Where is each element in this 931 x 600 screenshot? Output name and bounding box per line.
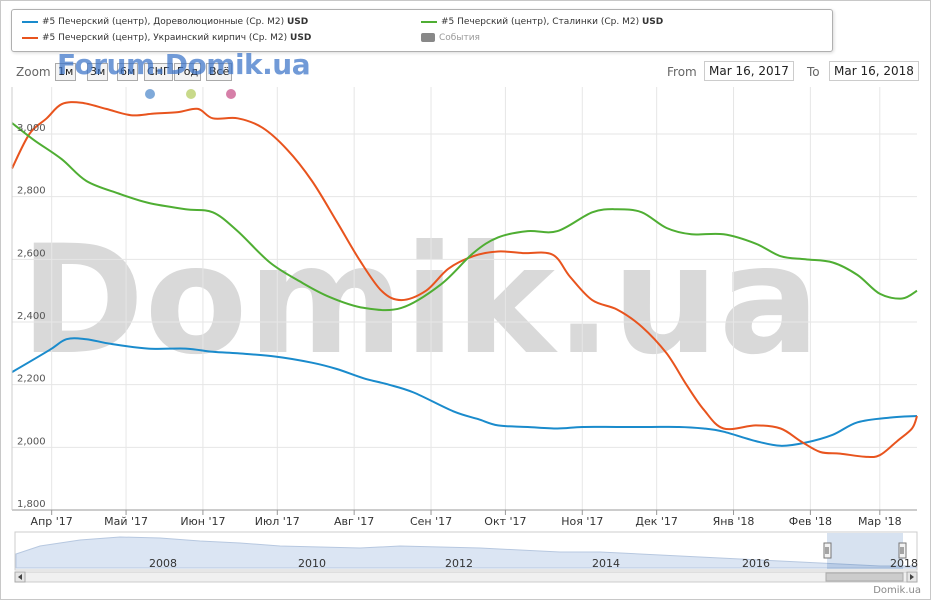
legend-currency: USD (641, 17, 664, 27)
navigator-tick-label: 2014 (592, 557, 620, 570)
x-tick-label: Июл '17 (255, 515, 300, 528)
navigator-area (15, 536, 917, 569)
axes: 3,000 2,800 2,600 2,400 2,200 2,000 1,800 Апр '… (11, 87, 917, 528)
x-tick-label: Сен '17 (410, 515, 452, 528)
legend-item-stalinki[interactable]: #5 Печерский (центр), Сталинки (Ср. М2) … (421, 17, 663, 27)
big-watermark-text: Domik.ua (20, 214, 820, 388)
event-dot (145, 89, 155, 99)
navigator-tick-label: 2016 (742, 557, 770, 570)
legend-label: #5 Печерский (центр), Сталинки (Ср. М2) (441, 17, 640, 27)
x-tick-label: Янв '18 (713, 515, 755, 528)
x-tick-label: Окт '17 (484, 515, 526, 528)
grid (12, 87, 917, 511)
zoom-6m-button[interactable]: 6м (117, 63, 139, 81)
navigator-tick-label: 2012 (445, 557, 473, 570)
events-flag-icon (421, 33, 435, 42)
legend-item-prerevolution[interactable]: #5 Печерский (центр), Дореволюционные (С… (22, 17, 308, 27)
y-tick-label: 2,200 (17, 374, 46, 385)
legend-item-ukr-brick[interactable]: #5 Печерский (центр), Украинский кирпич … (22, 33, 311, 43)
x-tick-label: Авг '17 (334, 515, 374, 528)
series-line-ukr-brick (11, 101, 918, 459)
x-tick-label: Дек '17 (635, 515, 678, 528)
y-tick-label: 1,800 (17, 499, 46, 510)
navigator-tick-label: 2010 (298, 557, 326, 570)
zoom-3m-button[interactable]: 3м (87, 63, 109, 81)
navigator-selection (827, 533, 903, 569)
navigator-tick-label: 2018 (890, 557, 918, 570)
x-tick-label: Июн '17 (180, 515, 225, 528)
y-tick-label: 2,800 (17, 186, 46, 197)
y-tick-label: 2,600 (17, 248, 46, 259)
range-from-input[interactable]: Mar 16, 2017 (704, 61, 794, 81)
event-dot (226, 89, 236, 99)
series-group (11, 101, 918, 459)
big-watermark: Domik.ua (20, 214, 820, 388)
navigator-tick-label: 2008 (149, 557, 177, 570)
forum-watermark: Forum.Domik.ua (57, 48, 311, 81)
scrollbar-track (14, 571, 918, 583)
legend-line-blue-icon (22, 20, 38, 23)
scroll-left-arrow-icon (18, 574, 22, 580)
event-dot (186, 89, 196, 99)
x-tick-label: Ноя '17 (561, 515, 603, 528)
y-tick-label: 3,000 (17, 123, 46, 134)
zoom-year-button[interactable]: Год (174, 63, 202, 81)
x-tick-label: Фев '18 (789, 515, 832, 528)
range-to-label: To (807, 65, 820, 79)
x-tick-label: Май '17 (104, 515, 148, 528)
y-tick-label: 2,000 (17, 436, 46, 447)
legend-currency: USD (286, 17, 309, 27)
zoom-label: Zoom (16, 65, 51, 79)
series-line-stalinki (11, 122, 918, 312)
zoom-1m-button[interactable]: 1м (55, 63, 77, 81)
scroll-right-arrow-icon (910, 574, 914, 580)
credit-link[interactable]: Domik.ua (873, 585, 921, 596)
legend-line-green-icon (421, 20, 437, 23)
y-tick-label: 2,400 (17, 311, 46, 322)
range-from-label: From (667, 65, 697, 79)
legend-line-orange-icon (22, 36, 38, 39)
legend-label: #5 Печерский (центр), Дореволюционные (С… (42, 17, 285, 27)
legend-currency: USD (290, 33, 312, 43)
legend-item-events[interactable]: События (421, 33, 480, 43)
legend: #5 Печерский (центр), Дореволюционные (С… (11, 9, 833, 52)
range-to-input[interactable]: Mar 16, 2018 (829, 61, 919, 81)
legend-label: События (439, 33, 480, 43)
legend-label: #5 Печерский (центр), Украинский кирпич … (42, 33, 288, 43)
zoom-all-button[interactable]: Всё (206, 63, 233, 81)
x-tick-label: Апр '17 (31, 515, 73, 528)
zoom-ytd-button[interactable]: СНГ (144, 63, 173, 81)
x-tick-label: Мар '18 (858, 515, 902, 528)
scrollbar-thumb (825, 572, 904, 582)
series-line-prerevolution (11, 337, 918, 447)
